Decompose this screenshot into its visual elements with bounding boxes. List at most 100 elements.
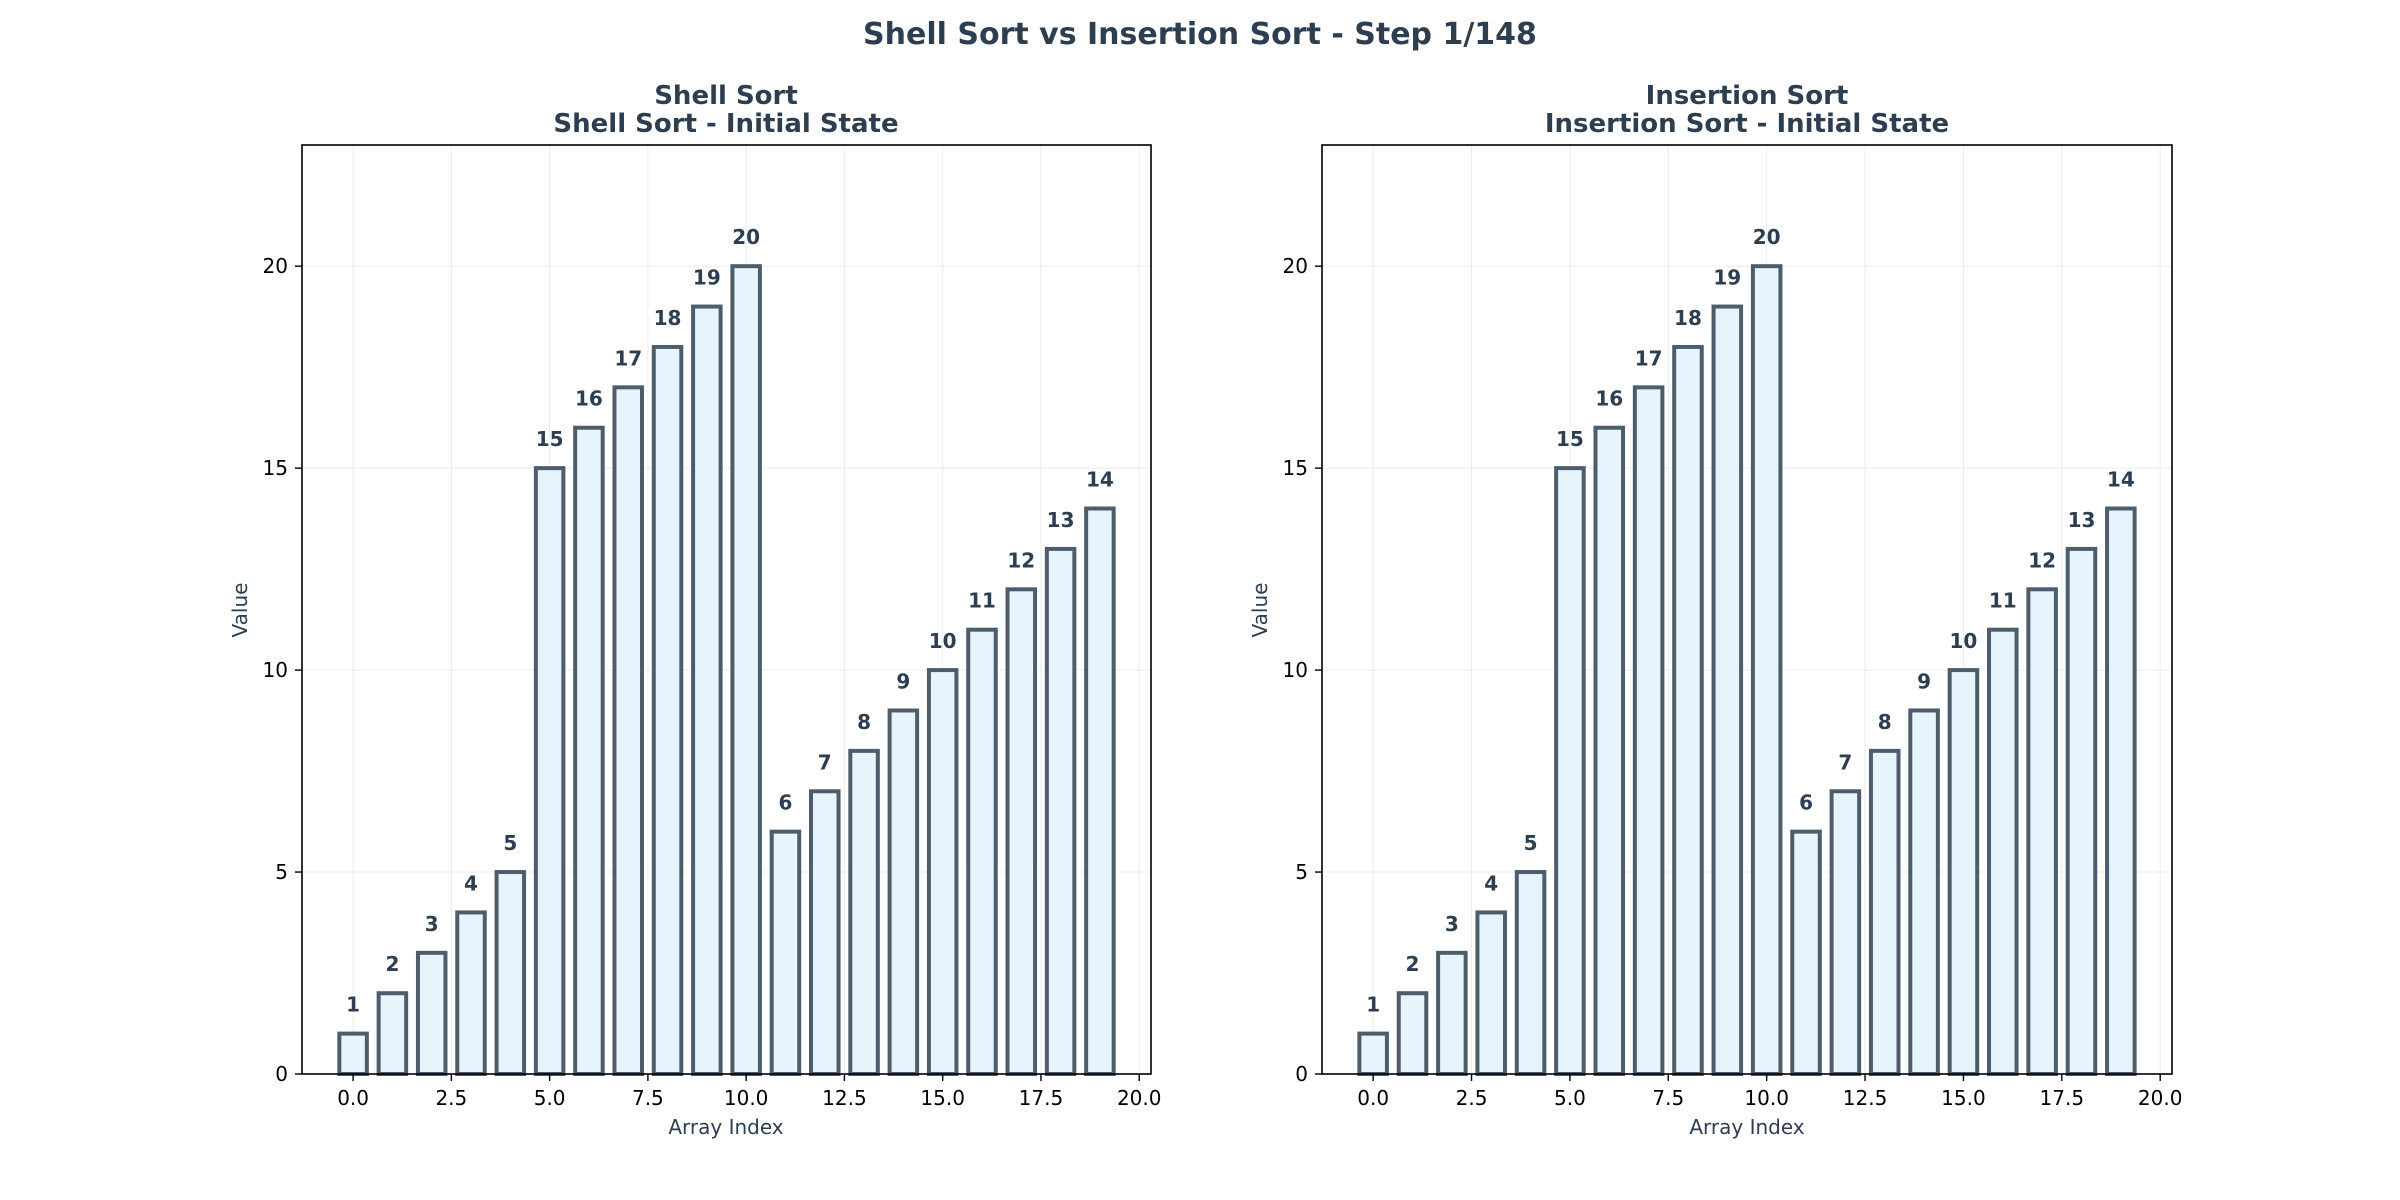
bar [1554, 466, 1586, 1076]
y-tick-label: 5 [275, 860, 288, 884]
bar-value-label: 9 [1917, 669, 1931, 693]
bar-value-label: 2 [385, 952, 399, 976]
x-tick-label: 7.5 [632, 1086, 664, 1110]
bar [1908, 708, 1940, 1076]
insertion-sort-panel: Insertion Sort Insertion Sort - Initial … [1248, 81, 2182, 1139]
bar-value-label: 4 [464, 871, 478, 895]
bar [1711, 304, 1744, 1076]
bar-value-label: 16 [575, 387, 603, 411]
axes-frame [301, 144, 1152, 1075]
x-tick-label: 2.5 [1456, 1086, 1488, 1110]
bar-value-label: 18 [654, 306, 682, 330]
y-tick-label: 20 [263, 254, 288, 278]
bar [1044, 546, 1077, 1076]
x-tick-label: 17.5 [1019, 1086, 1064, 1110]
y-tick-label: 10 [1283, 658, 1308, 682]
bar [1005, 587, 1038, 1076]
x-tick-label: 10.0 [1744, 1086, 1789, 1110]
bar [2026, 587, 2058, 1076]
axes-frame [1321, 144, 2173, 1075]
bar [651, 344, 684, 1076]
bar [612, 385, 644, 1076]
bar [769, 829, 802, 1076]
bar-value-label: 5 [1524, 831, 1538, 855]
bar-value-label: 12 [2028, 548, 2056, 572]
bar-value-label: 15 [1556, 427, 1584, 451]
x-tick-label: 2.5 [435, 1086, 467, 1110]
bar-value-label: 13 [1047, 508, 1075, 532]
bar-value-label: 18 [1674, 306, 1702, 330]
bar [1475, 910, 1507, 1076]
bar-value-label: 17 [1635, 346, 1663, 370]
bar [730, 264, 762, 1077]
bar-value-label: 5 [503, 831, 517, 855]
x-tick-label: 5.0 [1554, 1086, 1586, 1110]
bar-value-label: 2 [1406, 952, 1420, 976]
bar-value-label: 20 [1753, 225, 1781, 249]
x-tick-label: 12.5 [1843, 1086, 1888, 1110]
bar-value-label: 6 [778, 791, 792, 815]
bar-value-label: 12 [1007, 548, 1035, 572]
x-tick-label: 10.0 [724, 1086, 769, 1110]
figure-title: Shell Sort vs Insertion Sort - Step 1/14… [863, 17, 1537, 52]
bar-value-label: 3 [425, 912, 439, 936]
panel-subtitle: Shell Sort - Initial State [553, 109, 898, 139]
bar [926, 668, 959, 1077]
bar [1672, 344, 1704, 1076]
bar [2105, 506, 2137, 1076]
y-axis-label: Value [1248, 583, 1272, 638]
bar [1436, 950, 1468, 1077]
bar-value-label: 19 [693, 266, 721, 290]
bar [2065, 546, 2098, 1076]
bar [1750, 264, 1783, 1077]
bar-value-label: 20 [732, 225, 760, 249]
bar-value-label: 1 [346, 993, 360, 1017]
x-tick-label: 0.0 [1357, 1086, 1389, 1110]
bar-value-label: 16 [1595, 387, 1623, 411]
bar [887, 708, 920, 1076]
x-tick-label: 15.0 [1941, 1086, 1986, 1110]
x-tick-label: 17.5 [2040, 1086, 2085, 1110]
bar-value-label: 1 [1366, 993, 1380, 1017]
bar [1829, 789, 1862, 1076]
bar [1396, 991, 1429, 1077]
bar-value-label: 14 [2107, 468, 2135, 492]
bar [966, 627, 998, 1077]
bar [415, 950, 448, 1077]
x-tick-label: 0.0 [337, 1086, 369, 1110]
bar-value-label: 8 [857, 710, 871, 734]
bar [1947, 668, 1980, 1077]
panel-title: Shell Sort [654, 81, 798, 111]
x-tick-label: 20.0 [2138, 1086, 2183, 1110]
x-tick-label: 12.5 [822, 1086, 867, 1110]
y-axis-label: Value [228, 583, 252, 638]
bar [1632, 385, 1665, 1076]
shell-sort-panel: Shell Sort Shell Sort - Initial State 12… [228, 81, 1161, 1139]
bar-value-label: 7 [818, 750, 832, 774]
bar-value-label: 3 [1445, 912, 1459, 936]
bar [1084, 506, 1116, 1076]
bar-value-label: 8 [1878, 710, 1892, 734]
y-tick-label: 10 [263, 658, 288, 682]
bar [809, 789, 841, 1076]
bar [376, 991, 409, 1077]
bar-value-label: 13 [2068, 508, 2096, 532]
y-tick-label: 0 [275, 1062, 288, 1086]
y-tick-label: 5 [1295, 860, 1308, 884]
x-tick-label: 15.0 [920, 1086, 965, 1110]
x-tick-label: 20.0 [1117, 1086, 1162, 1110]
bar [848, 748, 880, 1076]
bar-value-label: 15 [536, 427, 564, 451]
bar-value-label: 11 [1989, 589, 2017, 613]
bar-value-label: 14 [1086, 468, 1114, 492]
y-tick-label: 0 [1295, 1062, 1308, 1086]
bar [1868, 748, 1901, 1076]
bar [1790, 829, 1822, 1076]
bars [1357, 264, 2137, 1077]
bar [691, 304, 723, 1076]
